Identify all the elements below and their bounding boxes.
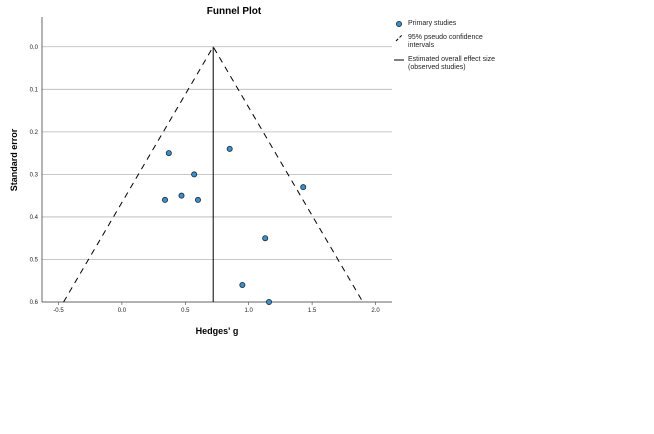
study-point [191,171,198,178]
x-tick-label: 1.5 [308,308,317,314]
y-tick-label: 0.5 [30,257,39,263]
x-tick-label: -0.5 [53,308,64,314]
legend-marker [396,21,402,27]
legend-entry: Estimated overall effect size (observed … [394,56,534,72]
study-point [194,196,201,203]
legend-entry: 95% pseudo confidence intervals [394,34,534,50]
study-point [262,235,269,242]
study-point [300,184,307,191]
study-point [239,281,246,288]
study-point [265,298,272,305]
legend-symbol [394,59,404,61]
y-tick-label: 0.0 [30,45,39,51]
x-tick-label: 1.0 [245,308,254,314]
study-point [178,192,185,199]
y-tick-label: 0.1 [30,87,39,93]
legend-label: 95% pseudo confidence intervals [408,34,483,49]
legend: Primary studies 95% pseudo confidence int… [394,20,534,78]
legend-label: Primary studies [408,20,457,27]
x-tick-label: 0.5 [181,308,190,314]
legend-entry: Primary studies [394,20,534,28]
y-tick-label: 0.3 [30,172,39,178]
y-tick-label: 0.2 [30,130,39,136]
y-tick-label: 0.6 [30,300,39,306]
study-point [162,196,169,203]
y-axis-label: Standard error [9,128,19,191]
chart-title: Funnel Plot [207,6,262,17]
legend-symbol [396,21,402,27]
legend-dash [395,34,403,42]
study-point [226,145,233,152]
legend-label: Estimated overall effect size (observed … [408,56,496,71]
x-axis-label: Hedges' g [196,326,239,336]
x-tick-label: 0.0 [118,308,127,314]
y-tick-label: 0.4 [30,215,39,221]
legend-symbol [395,34,403,42]
x-tick-label: 2.0 [371,308,380,314]
study-point [165,150,172,157]
